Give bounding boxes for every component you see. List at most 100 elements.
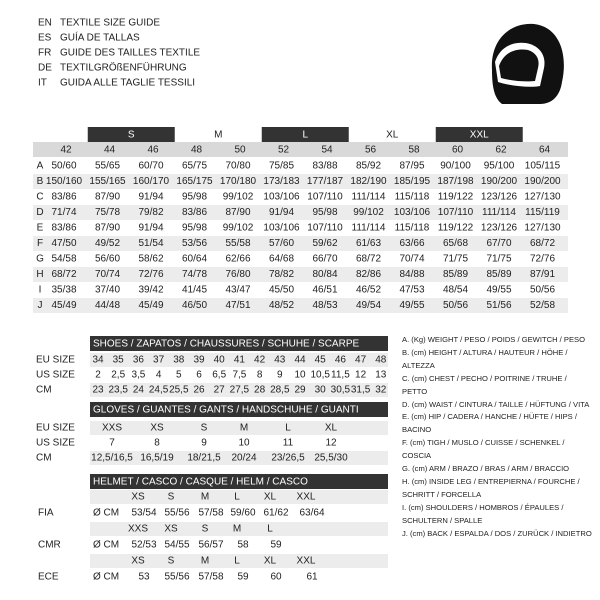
measure-cell: 84/88	[399, 269, 424, 280]
measure-cell: 83/88	[312, 161, 337, 172]
measure-cell: 68/72	[530, 238, 555, 249]
measure-cell: 85/89	[443, 269, 468, 280]
row-bg	[90, 421, 388, 435]
number-row-bg	[33, 142, 568, 157]
measure-cell: 173/183	[263, 176, 300, 187]
measure-cell: 50/60	[51, 161, 76, 172]
row-label: US SIZE	[36, 438, 75, 449]
measure-cell: 62/66	[225, 254, 250, 265]
shoe-cell: 24,5	[149, 385, 169, 396]
shoe-cell: 11,5	[331, 370, 350, 381]
legend-item: F. (cm) TIGH / MUSLO / CUISSE / SCHENKEL…	[402, 438, 565, 461]
glove-cell: 12,5/16,5	[91, 453, 133, 464]
glove-cell: 9	[201, 438, 207, 449]
measure-cell: 37/40	[95, 285, 120, 296]
measure-cell: 103/106	[394, 207, 431, 218]
row-letter: D	[36, 207, 43, 218]
shoe-cell: 38	[173, 355, 185, 366]
language-title: TEXTILGRÖßENFÜHRUNG	[60, 62, 187, 74]
measure-cell: 46/50	[182, 300, 207, 311]
shoe-cell: 10	[294, 370, 306, 381]
helmet-size: S	[168, 492, 175, 503]
measure-cell: 45/49	[138, 300, 163, 311]
measure-cell: 107/110	[438, 207, 474, 218]
unit-label: Ø CM	[93, 572, 119, 583]
measure-cell: 54/58	[51, 254, 76, 265]
helmet-size: XL	[264, 556, 277, 567]
shoe-cell: 27	[214, 385, 226, 396]
column-size: 64	[539, 145, 551, 156]
helmet-cell: 61	[306, 572, 318, 583]
row-label: EU SIZE	[36, 423, 75, 434]
glove-cell: 7	[109, 438, 115, 449]
size-box	[261, 127, 349, 142]
measure-cell: 85/89	[486, 269, 511, 280]
section-bar	[90, 474, 388, 489]
measure-cell: 70/80	[225, 161, 250, 172]
language-title: GUIDA ALLE TAGLIE TESSILI	[60, 78, 195, 89]
measure-cell: 99/102	[223, 192, 254, 203]
helmet-size: S	[202, 524, 209, 535]
language-code: FR	[38, 48, 51, 59]
shoe-cell: 2,5	[111, 370, 125, 381]
measure-cell: 46/51	[312, 285, 337, 296]
glove-cell: M	[240, 423, 248, 434]
glove-cell: 20/24	[231, 453, 256, 464]
language-title: GUIDE DES TAILLES TEXTILE	[60, 48, 200, 59]
row-letter: I	[39, 285, 42, 296]
helmet-size: XS	[131, 556, 145, 567]
size-box	[87, 127, 175, 142]
measure-cell: 190/200	[524, 176, 561, 187]
column-size: 60	[452, 145, 464, 156]
measure-cell: 71/74	[51, 207, 76, 218]
measure-cell: 83/86	[51, 223, 76, 234]
measure-cell: 87/95	[399, 161, 424, 172]
measure-cell: 87/91	[530, 269, 555, 280]
shoe-cell: 6,5	[212, 370, 226, 381]
legend-item: C. (cm) CHEST / PECHO / POITRINE / TRUHE…	[402, 373, 567, 396]
measure-cell: 47/53	[399, 285, 424, 296]
row-letter: B	[37, 176, 44, 187]
glove-cell: L	[285, 423, 291, 434]
measure-cell: 165/175	[176, 176, 213, 187]
helmet-size: L	[234, 556, 240, 567]
measure-cell: 107/110	[307, 192, 343, 203]
measure-cell: 123/126	[481, 223, 518, 234]
column-size: 46	[147, 145, 159, 156]
row-bg	[90, 522, 388, 536]
measure-cell: 111/114	[482, 207, 516, 218]
row-bg	[33, 298, 568, 313]
language-title: TEXTILE SIZE GUIDE	[60, 18, 160, 29]
row-bg	[90, 490, 388, 504]
helmet-cell: 55/56	[164, 572, 189, 583]
measure-cell: 50/56	[443, 300, 468, 311]
shoe-cell: 43	[274, 355, 286, 366]
shoe-cell: 30	[315, 385, 327, 396]
row-letter: G	[36, 254, 44, 265]
measure-cell: 115/118	[395, 223, 430, 234]
column-size: 56	[365, 145, 377, 156]
shoe-cell: 9	[277, 370, 283, 381]
helmet-cell: 52/53	[131, 540, 156, 551]
column-size: 48	[191, 145, 203, 156]
glove-cell: 10	[238, 438, 250, 449]
helmet-size: M	[201, 492, 209, 503]
measure-cell: 90/100	[440, 161, 471, 172]
measure-cell: 70/74	[95, 269, 120, 280]
measure-cell: 72/76	[530, 254, 555, 265]
measure-cell: 59/62	[312, 238, 337, 249]
helmet-size: XS	[164, 524, 178, 535]
helmet-icon	[491, 23, 564, 104]
size-label: XXL	[470, 130, 489, 141]
measure-cell: 155/165	[89, 176, 126, 187]
glove-cell: S	[201, 423, 208, 434]
helmet-size: L	[234, 492, 240, 503]
measure-cell: 65/75	[182, 161, 207, 172]
measure-cell: 187/198	[437, 176, 474, 187]
measure-cell: 52/58	[530, 300, 555, 311]
measure-cell: 123/126	[481, 192, 518, 203]
measure-cell: 79/82	[138, 207, 163, 218]
glove-cell: XXS	[102, 423, 122, 434]
legend: A. (Kg) WEIGHT / PESO / POIDS / GEWITCH …	[402, 334, 592, 541]
